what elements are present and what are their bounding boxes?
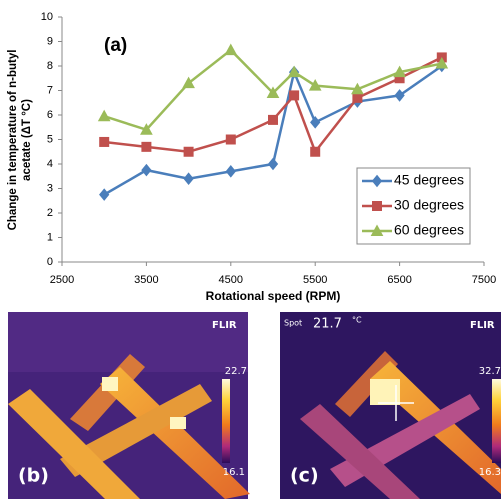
marker bbox=[351, 82, 364, 95]
marker bbox=[183, 172, 194, 185]
marker bbox=[225, 165, 236, 178]
y-tick-label: 9 bbox=[47, 35, 53, 47]
marker bbox=[393, 65, 406, 78]
thermal-image-c bbox=[280, 312, 501, 499]
y-tick-label: 4 bbox=[47, 158, 53, 170]
scale-max: 32.7 bbox=[479, 366, 501, 377]
x-tick-label: 6500 bbox=[387, 274, 411, 286]
marker bbox=[370, 224, 384, 236]
y-tick-label: 7 bbox=[47, 84, 53, 96]
marker bbox=[99, 188, 110, 201]
x-tick-label: 7500 bbox=[472, 274, 496, 286]
thermal-images bbox=[8, 312, 501, 499]
marker bbox=[141, 163, 152, 177]
scale-min: 16.1 bbox=[223, 467, 245, 478]
spot-reading: 21.7 bbox=[313, 317, 342, 332]
series-line bbox=[103, 48, 443, 132]
spot-unit: °C bbox=[352, 316, 362, 325]
legend-label: 45 degrees bbox=[394, 172, 464, 188]
marker bbox=[99, 136, 110, 147]
panel-label: (a) bbox=[104, 35, 127, 56]
logo: FLIR bbox=[212, 320, 237, 331]
scale-max: 22.7 bbox=[225, 366, 247, 377]
marker bbox=[224, 43, 238, 56]
y-tick-label: 3 bbox=[47, 182, 53, 194]
marker bbox=[371, 174, 383, 188]
marker bbox=[140, 123, 153, 135]
marker bbox=[141, 141, 152, 152]
x-tick-label: 4500 bbox=[219, 274, 243, 286]
marker bbox=[372, 201, 382, 211]
y-tick-label: 10 bbox=[41, 11, 53, 23]
y-tick-label: 0 bbox=[47, 256, 53, 268]
marker bbox=[266, 86, 280, 98]
y-tick-label: 1 bbox=[47, 231, 53, 243]
panel-label: (c) bbox=[290, 465, 319, 487]
spot-label: Spot bbox=[284, 319, 302, 328]
thermal-image-b bbox=[8, 312, 250, 499]
scale-min: 16.3 bbox=[479, 467, 501, 478]
panel-label: (b) bbox=[18, 465, 49, 487]
legend-label: 60 degrees bbox=[394, 222, 464, 238]
marker bbox=[352, 92, 363, 103]
marker bbox=[182, 76, 195, 89]
logo: FLIR bbox=[470, 320, 495, 331]
x-tick-label: 3500 bbox=[134, 274, 158, 286]
y-tick-label: 8 bbox=[47, 60, 53, 72]
series-line bbox=[103, 64, 443, 196]
marker bbox=[435, 57, 449, 69]
marker bbox=[97, 109, 111, 122]
marker bbox=[268, 114, 278, 125]
marker bbox=[225, 134, 236, 145]
marker bbox=[310, 146, 321, 157]
chart: (a) Change in temperature of n-butyl ace… bbox=[7, 11, 496, 303]
marker bbox=[308, 79, 322, 91]
marker bbox=[267, 157, 279, 171]
y-axis-title: Change in temperature of n-butyl bbox=[7, 50, 19, 231]
marker bbox=[287, 65, 301, 78]
y-tick-label: 6 bbox=[47, 109, 53, 121]
x-tick-label: 5500 bbox=[303, 274, 327, 286]
series-line bbox=[104, 56, 443, 155]
y-axis-title: acetate (ΔT °C) bbox=[21, 99, 33, 181]
x-axis-title: Rotational speed (RPM) bbox=[206, 289, 341, 303]
marker bbox=[310, 116, 321, 129]
marker bbox=[394, 89, 405, 102]
thermal-labels: FLIR 22.7 16.1 (b) Spot 21.7 °C FLIR 32.… bbox=[18, 316, 501, 487]
legend-label: 30 degrees bbox=[394, 197, 464, 213]
marker bbox=[289, 90, 300, 101]
y-tick-label: 5 bbox=[47, 133, 53, 145]
y-tick-label: 2 bbox=[47, 207, 53, 219]
marker bbox=[183, 146, 194, 157]
x-tick-label: 2500 bbox=[50, 274, 74, 286]
